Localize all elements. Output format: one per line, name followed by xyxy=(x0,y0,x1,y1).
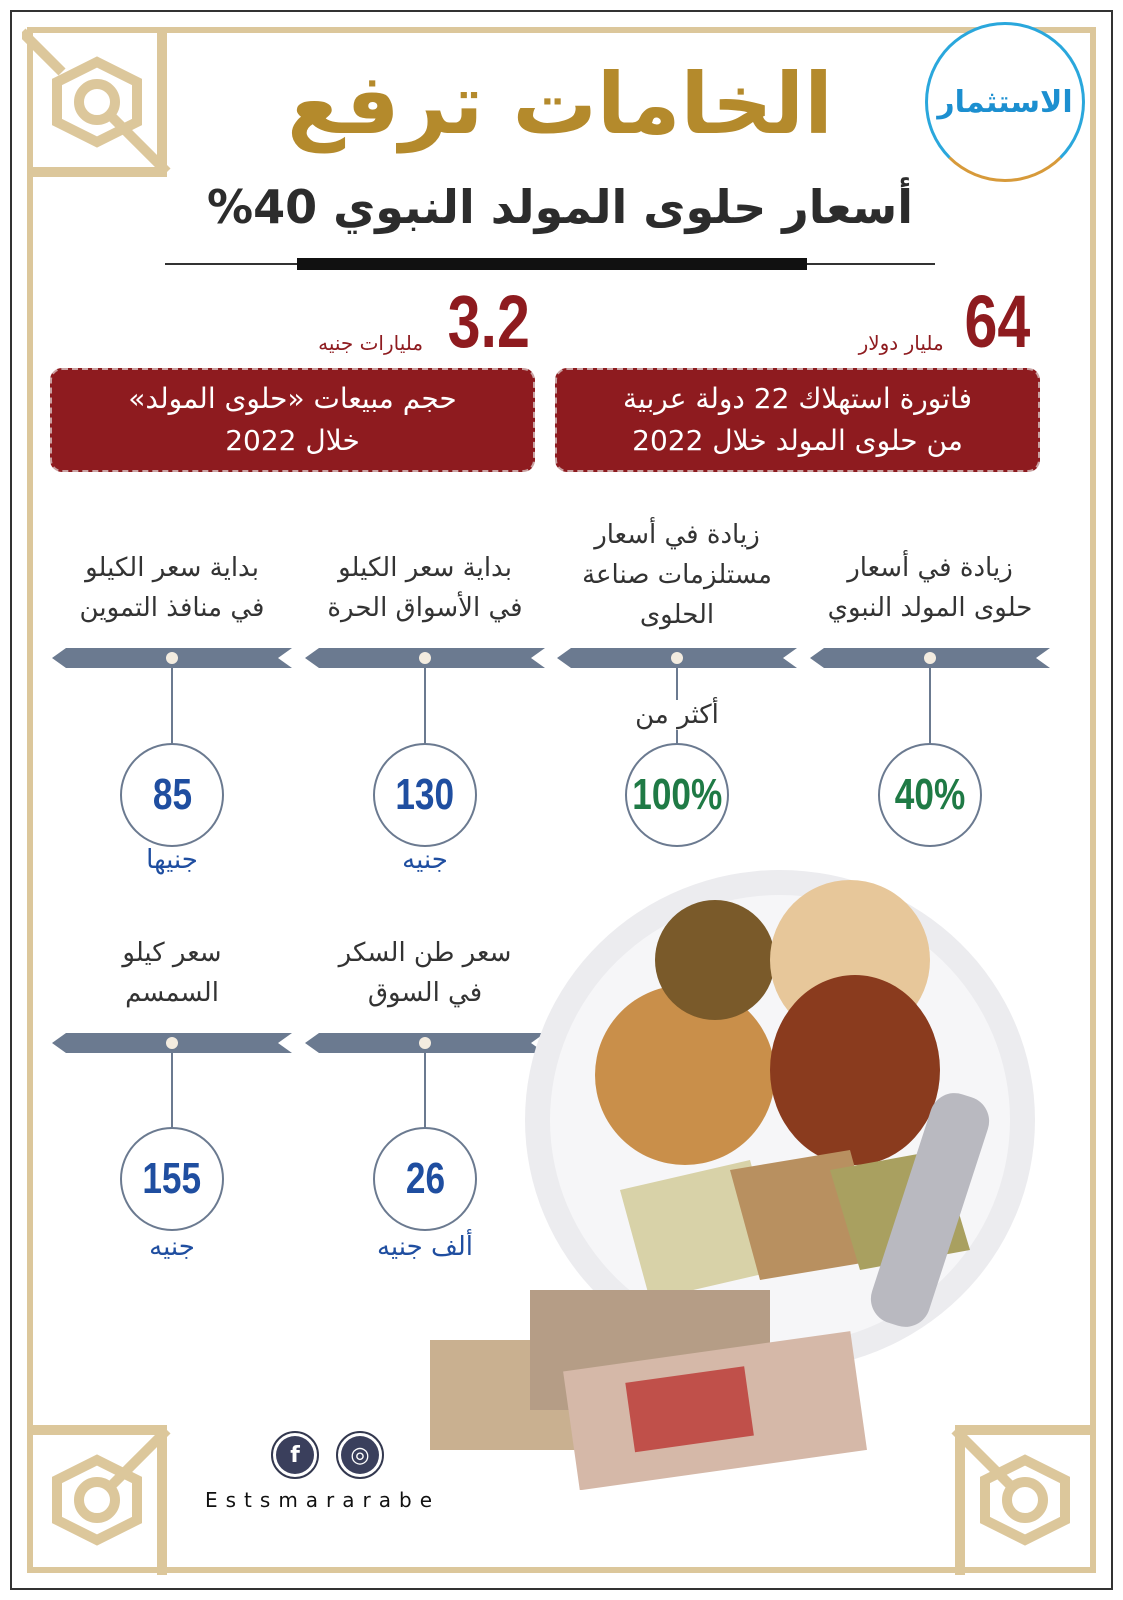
highlight-sales: مليارات جنيه 3.2 xyxy=(318,280,530,363)
stat-label-sesame: سعر كيلو السمسم xyxy=(122,938,222,1008)
stat-prefix: أكثر من xyxy=(597,700,757,730)
sweets-plate-illustration xyxy=(430,870,1035,1490)
timeline-dot xyxy=(166,652,178,664)
stat-label-supplies-increase: زيادة في أسعار مستلزمات صناعة الحلوى xyxy=(582,520,772,630)
page-subtitle: أسعار حلوى المولد النبوي 40% xyxy=(207,180,913,234)
stat-unit: جنيه xyxy=(402,845,448,875)
corner-ornament-top-left xyxy=(22,27,171,177)
timeline-bar xyxy=(52,648,292,668)
stat-label-free-market: بداية سعر الكيلو في الأسواق الحرة xyxy=(327,553,523,623)
timeline-bar xyxy=(52,1033,292,1053)
connector xyxy=(424,668,426,744)
stat-value-circle: 100% xyxy=(625,743,729,847)
stat-value-circle: 155 xyxy=(120,1127,224,1231)
highlight-sales-box: حجم مبيعات «حلوى المولد» خلال 2022 xyxy=(50,368,535,472)
stat-label-supply-outlets: بداية سعر الكيلو في منافذ التموين xyxy=(79,553,265,623)
timeline-dot xyxy=(419,1037,431,1049)
brand-handle: Estsmararabe xyxy=(205,1488,441,1512)
timeline-dot xyxy=(924,652,936,664)
stat-value-circle: 130 xyxy=(373,743,477,847)
stat-unit: جنيها xyxy=(146,845,198,875)
outer-border xyxy=(10,10,1113,1590)
stat-unit: جنيه xyxy=(149,1232,195,1262)
connector xyxy=(171,668,173,744)
stat-value-circle: 26 xyxy=(373,1127,477,1231)
timeline-bar xyxy=(557,648,797,668)
timeline-dot xyxy=(419,652,431,664)
page-title: الخامات ترفع xyxy=(287,55,833,153)
timeline-bar xyxy=(305,648,545,668)
timeline-bar xyxy=(305,1033,545,1053)
stat-label-sugar: سعر طن السكر في السوق xyxy=(338,938,512,1008)
connector xyxy=(929,668,931,744)
gold-frame xyxy=(27,27,1096,1573)
highlight-consumption: مليار دولار 64 xyxy=(858,280,1030,363)
stat-value-circle: 40% xyxy=(878,743,982,847)
highlight-consumption-box: فاتورة استهلاك 22 دولة عربية من حلوى الم… xyxy=(555,368,1040,472)
connector xyxy=(424,1053,426,1129)
stat-label-sweets-increase: زيادة في أسعار حلوى المولد النبوي xyxy=(827,553,1033,623)
timeline-bar xyxy=(810,648,1050,668)
divider-accent xyxy=(297,258,807,270)
logo: الاستثمار xyxy=(925,22,1085,182)
connector xyxy=(171,1053,173,1129)
timeline-dot xyxy=(166,1037,178,1049)
timeline-dot xyxy=(671,652,683,664)
stat-value-circle: 85 xyxy=(120,743,224,847)
dribbble-icon[interactable]: ◎ xyxy=(336,1431,384,1479)
corner-ornament-bottom-right xyxy=(951,1425,1095,1575)
stat-unit: ألف جنيه xyxy=(376,1232,474,1262)
corner-ornament-bottom-left xyxy=(27,1425,171,1575)
facebook-icon[interactable]: f xyxy=(271,1431,319,1479)
